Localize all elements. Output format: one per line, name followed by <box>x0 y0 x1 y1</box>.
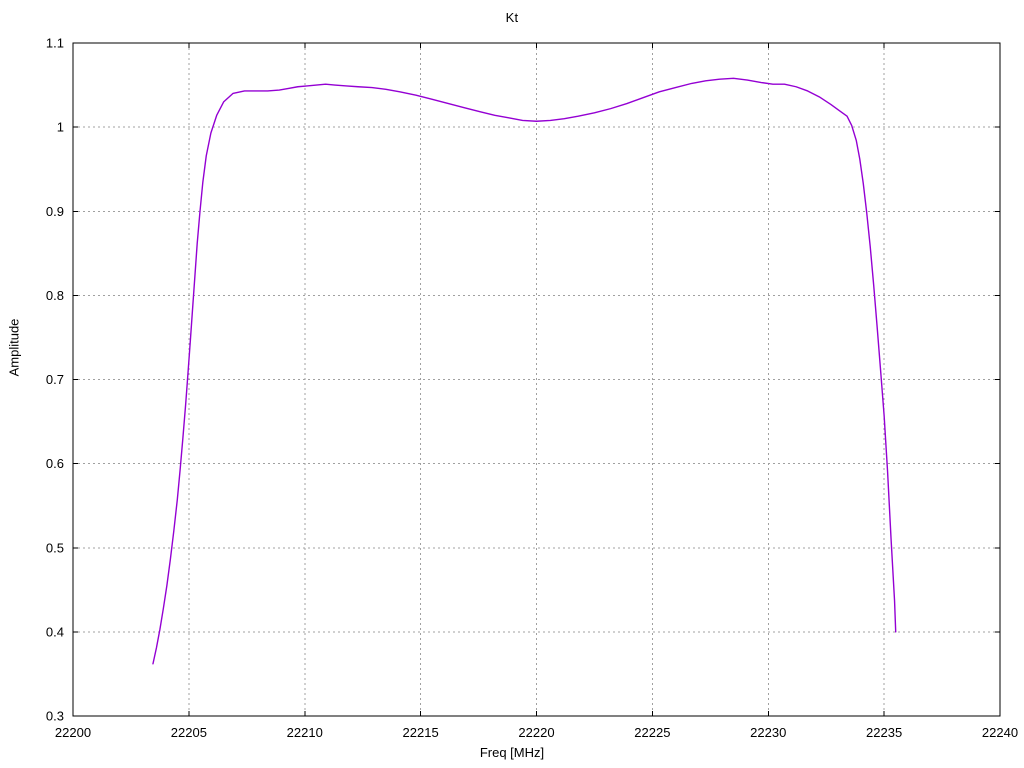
gridlines <box>73 43 1000 716</box>
y-tick-label: 0.8 <box>46 288 64 303</box>
x-tick-label: 22220 <box>518 725 554 740</box>
data-series <box>152 77 897 665</box>
y-tick-label: 0.4 <box>46 624 64 639</box>
x-axis-label: Freq [MHz] <box>479 745 545 760</box>
plot-frame <box>72 42 1001 717</box>
y-tick-label: 1 <box>57 120 64 135</box>
y-tick-label: 0.3 <box>46 709 64 724</box>
y-tick-label: 0.9 <box>46 204 64 219</box>
tick-labels: 22200 22205 22210 22215 22220 22225 22230 22235… <box>46 36 1018 741</box>
y-tick-label: 0.7 <box>46 372 64 387</box>
y-tick-label: 0.6 <box>46 456 64 471</box>
x-tick-label: 22225 <box>634 725 670 740</box>
series-line-kt <box>152 77 897 665</box>
x-tick-label: 22215 <box>403 725 439 740</box>
y-tick-label: 0.5 <box>46 540 64 555</box>
chart-title: Kt <box>505 10 519 25</box>
x-tick-label: 22240 <box>982 725 1018 740</box>
y-tick-label: 1.1 <box>46 36 64 51</box>
x-tick-label: 22235 <box>866 725 902 740</box>
x-tick-label: 22200 <box>55 725 91 740</box>
x-tick-label: 22205 <box>171 725 207 740</box>
x-tick-label: 22210 <box>287 725 323 740</box>
x-tick-label: 22230 <box>750 725 786 740</box>
